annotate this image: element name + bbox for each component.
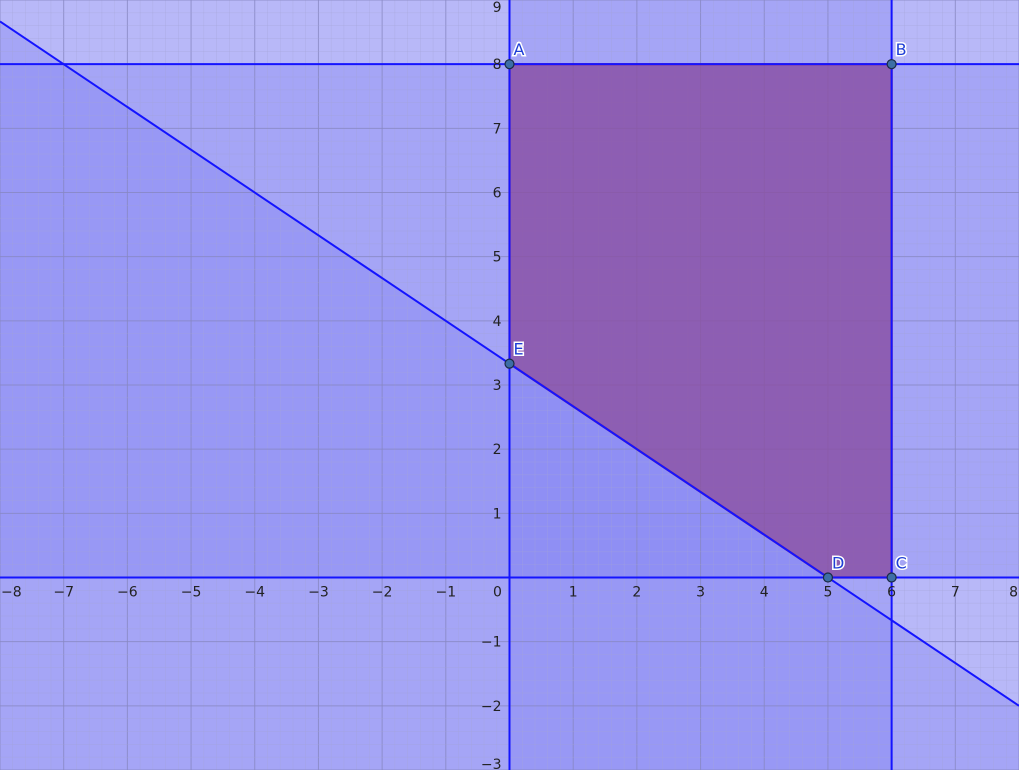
- point-d-label: D: [832, 554, 844, 573]
- x-tick-label: 1: [569, 585, 578, 601]
- y-tick-label: 2: [493, 442, 502, 458]
- point-a-label: A: [514, 40, 525, 59]
- x-tick-label: −7: [53, 585, 74, 601]
- x-tick-label: −6: [117, 585, 138, 601]
- y-tick-label: 9: [493, 0, 502, 16]
- x-tick-label: 3: [696, 585, 705, 601]
- y-tick-label: 7: [493, 121, 502, 137]
- y-tick-label: 3: [493, 378, 502, 394]
- x-tick-label: −5: [181, 585, 202, 601]
- point-e-marker: [504, 358, 515, 369]
- x-tick-label: 4: [760, 585, 769, 601]
- x-tick-label: −4: [244, 585, 265, 601]
- y-tick-label: −3: [481, 757, 502, 770]
- x-tick-label: −1: [435, 585, 456, 601]
- x-tick-label: 8: [1009, 585, 1018, 601]
- y-tick-label: 6: [493, 186, 502, 202]
- y-tick-label: 1: [493, 506, 502, 522]
- x-tick-label: −8: [1, 585, 22, 601]
- point-a-marker: [504, 59, 515, 70]
- y-tick-label: 8: [493, 57, 502, 73]
- labeled-points: A B C D E: [504, 39, 908, 583]
- point-e-label: E: [514, 340, 524, 359]
- point-d-marker: [822, 572, 834, 583]
- x-tick-label: −2: [372, 585, 393, 601]
- x-tick-label: 5: [823, 585, 832, 601]
- x-tick-label: 0: [493, 585, 502, 601]
- point-b-marker: [886, 59, 897, 70]
- y-tick-label: −1: [481, 635, 502, 651]
- x-tick-label: −3: [308, 585, 329, 601]
- point-b-label: B: [896, 40, 907, 59]
- point-c-label: C: [896, 554, 907, 573]
- point-c-marker: [886, 572, 897, 583]
- x-tick-label: 2: [632, 585, 641, 601]
- x-tick-label: 6: [887, 585, 896, 601]
- x-tick-label: 7: [951, 585, 960, 601]
- y-tick-label: 5: [493, 250, 502, 266]
- y-tick-label: −2: [481, 699, 502, 715]
- y-tick-label: 4: [493, 314, 502, 330]
